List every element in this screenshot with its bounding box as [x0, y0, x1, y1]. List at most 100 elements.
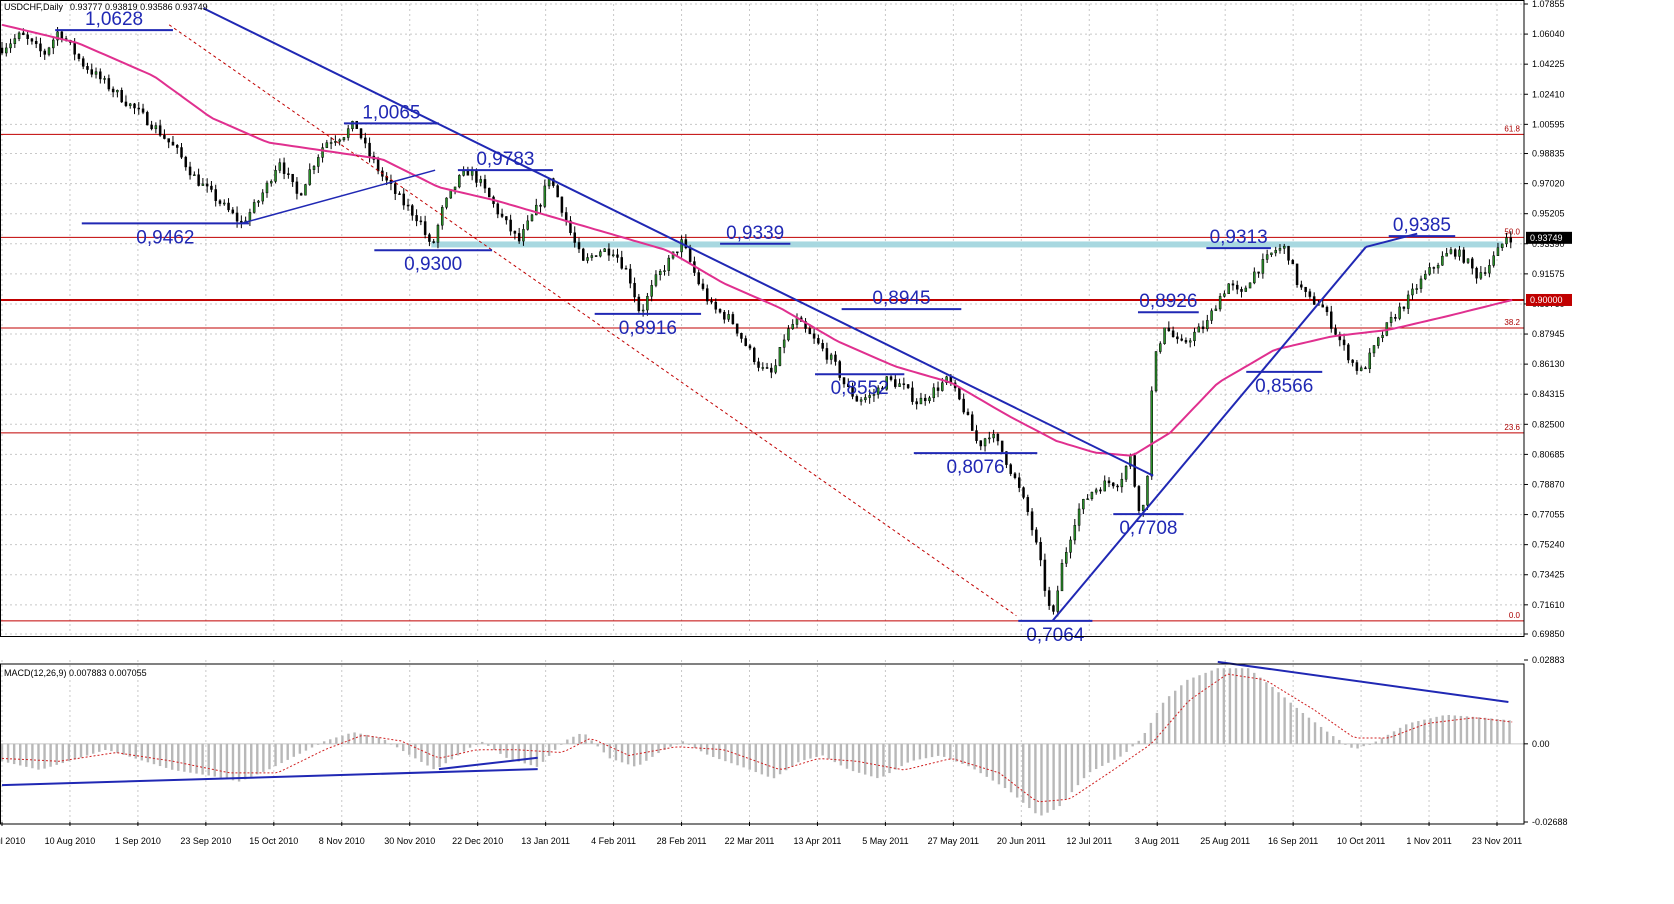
candle-body [1270, 252, 1273, 255]
annotation-label: 0,8076 [946, 457, 1004, 478]
time-tick-label: 12 Jul 2011 [1066, 836, 1112, 846]
macd-histogram-bar [1040, 743, 1043, 816]
macd-histogram-bar [322, 741, 326, 744]
candle-body [308, 169, 311, 185]
candle-body [1060, 563, 1064, 592]
macd-histogram-bar [219, 743, 223, 778]
candle-body [1308, 291, 1312, 297]
candle-body [466, 170, 470, 176]
candle-body [436, 224, 440, 243]
candle-body [1419, 278, 1423, 289]
candle-body [710, 300, 713, 303]
candle-body [552, 178, 555, 186]
candle-body [1411, 288, 1414, 296]
time-tick-label: 27 May 2011 [928, 836, 979, 846]
macd-histogram-bar [985, 743, 988, 777]
macd-histogram-bar [1271, 686, 1274, 744]
candle-body [440, 207, 444, 226]
macd-histogram-bar [487, 743, 490, 746]
macd-histogram-bar [620, 743, 624, 763]
macd-histogram-bar [639, 743, 642, 765]
macd-histogram-bar [408, 743, 411, 755]
macd-divergence-line [1217, 660, 1509, 703]
macd-histogram-bar [73, 743, 77, 760]
fib-label: 23.6 [1504, 423, 1520, 432]
candle-body [154, 125, 158, 130]
annotation-label: 1,0065 [362, 102, 420, 123]
candle-body [43, 50, 46, 55]
macd-histogram-bar [505, 743, 508, 758]
macd-histogram-bar [560, 743, 563, 745]
macd-histogram-bar [1259, 677, 1262, 744]
candle-body [60, 31, 64, 39]
macd-histogram-bar [1076, 743, 1080, 786]
candle-body [556, 185, 559, 198]
time-tick-label: 28 Feb 2011 [657, 836, 707, 846]
macd-histogram-bar [432, 743, 435, 770]
candle-body [124, 101, 128, 106]
time-tick-label: 23 Sep 2010 [180, 836, 231, 846]
candle-body [834, 354, 837, 362]
candle-body [864, 397, 867, 401]
macd-histogram-bar [256, 743, 259, 775]
candle-body [175, 145, 179, 148]
macd-histogram-bar [930, 743, 934, 758]
macd-histogram-bar [1490, 718, 1493, 744]
annotation-label: 0,9300 [404, 254, 462, 275]
macd-histogram-bar [541, 743, 545, 762]
macd-histogram-bar [1064, 743, 1067, 800]
macd-histogram-bar [1216, 668, 1219, 744]
price-annotations: 1,0628 1,0065 0,9783 0,9462 0,9300 0,9339 0,89… [55, 9, 1456, 646]
macd-histogram-bar [43, 743, 46, 769]
fib-label: 38.2 [1504, 318, 1520, 327]
macd-histogram-bar [1234, 668, 1238, 744]
price-tick-label: 0.86130 [1532, 359, 1565, 369]
candle-body [1047, 590, 1051, 606]
candle-body [34, 40, 38, 45]
macd-histogram-bar [164, 743, 168, 768]
macd-histogram-bar [1186, 679, 1189, 744]
macd-histogram-bar [1332, 736, 1335, 744]
macd-histogram-bar [772, 743, 776, 779]
candle-body [329, 142, 333, 144]
candle-body [1197, 326, 1201, 333]
trend-lines [168, 7, 1418, 622]
macd-histogram-bar [49, 743, 52, 767]
candle-body [1240, 288, 1243, 292]
macd-histogram-bar [1338, 739, 1341, 744]
candle-body [210, 185, 213, 190]
candle-body [73, 42, 76, 55]
macd-histogram-bar [1222, 668, 1226, 744]
macd-histogram-bar [705, 743, 709, 755]
macd-histogram-bar [225, 743, 229, 780]
candle-body [530, 214, 534, 222]
macd-histogram-bar [991, 743, 995, 781]
candle-body [261, 192, 264, 202]
candlestick-series [0, 27, 1513, 617]
candle-body [1150, 390, 1153, 477]
candle-body [1300, 284, 1303, 288]
candle-body [684, 239, 688, 249]
macd-histogram-bar [67, 743, 71, 762]
candle-body [881, 387, 884, 390]
candle-body [1330, 311, 1333, 329]
candle-body [1116, 485, 1119, 488]
time-tick-label: 22 Mar 2011 [725, 836, 775, 846]
macd-histogram-bar [61, 743, 64, 764]
macd-histogram-bar [1508, 720, 1511, 744]
fib-label: 61.8 [1504, 124, 1520, 133]
macd-histogram-bar [420, 743, 423, 762]
macd-histogram-bar [1411, 722, 1414, 744]
macd-histogram-bar [1447, 714, 1450, 744]
macd-histogram-bar [183, 743, 186, 772]
candle-body [184, 156, 188, 168]
macd-histogram-bar [687, 743, 691, 745]
candle-body [1073, 525, 1077, 541]
annotation-label: 0,7064 [1026, 625, 1085, 646]
rising-trend-line [241, 169, 436, 225]
macd-histogram-bar [6, 743, 10, 763]
time-tick-label: 10 Aug 2010 [45, 836, 96, 846]
macd-histogram-bar [857, 743, 861, 773]
